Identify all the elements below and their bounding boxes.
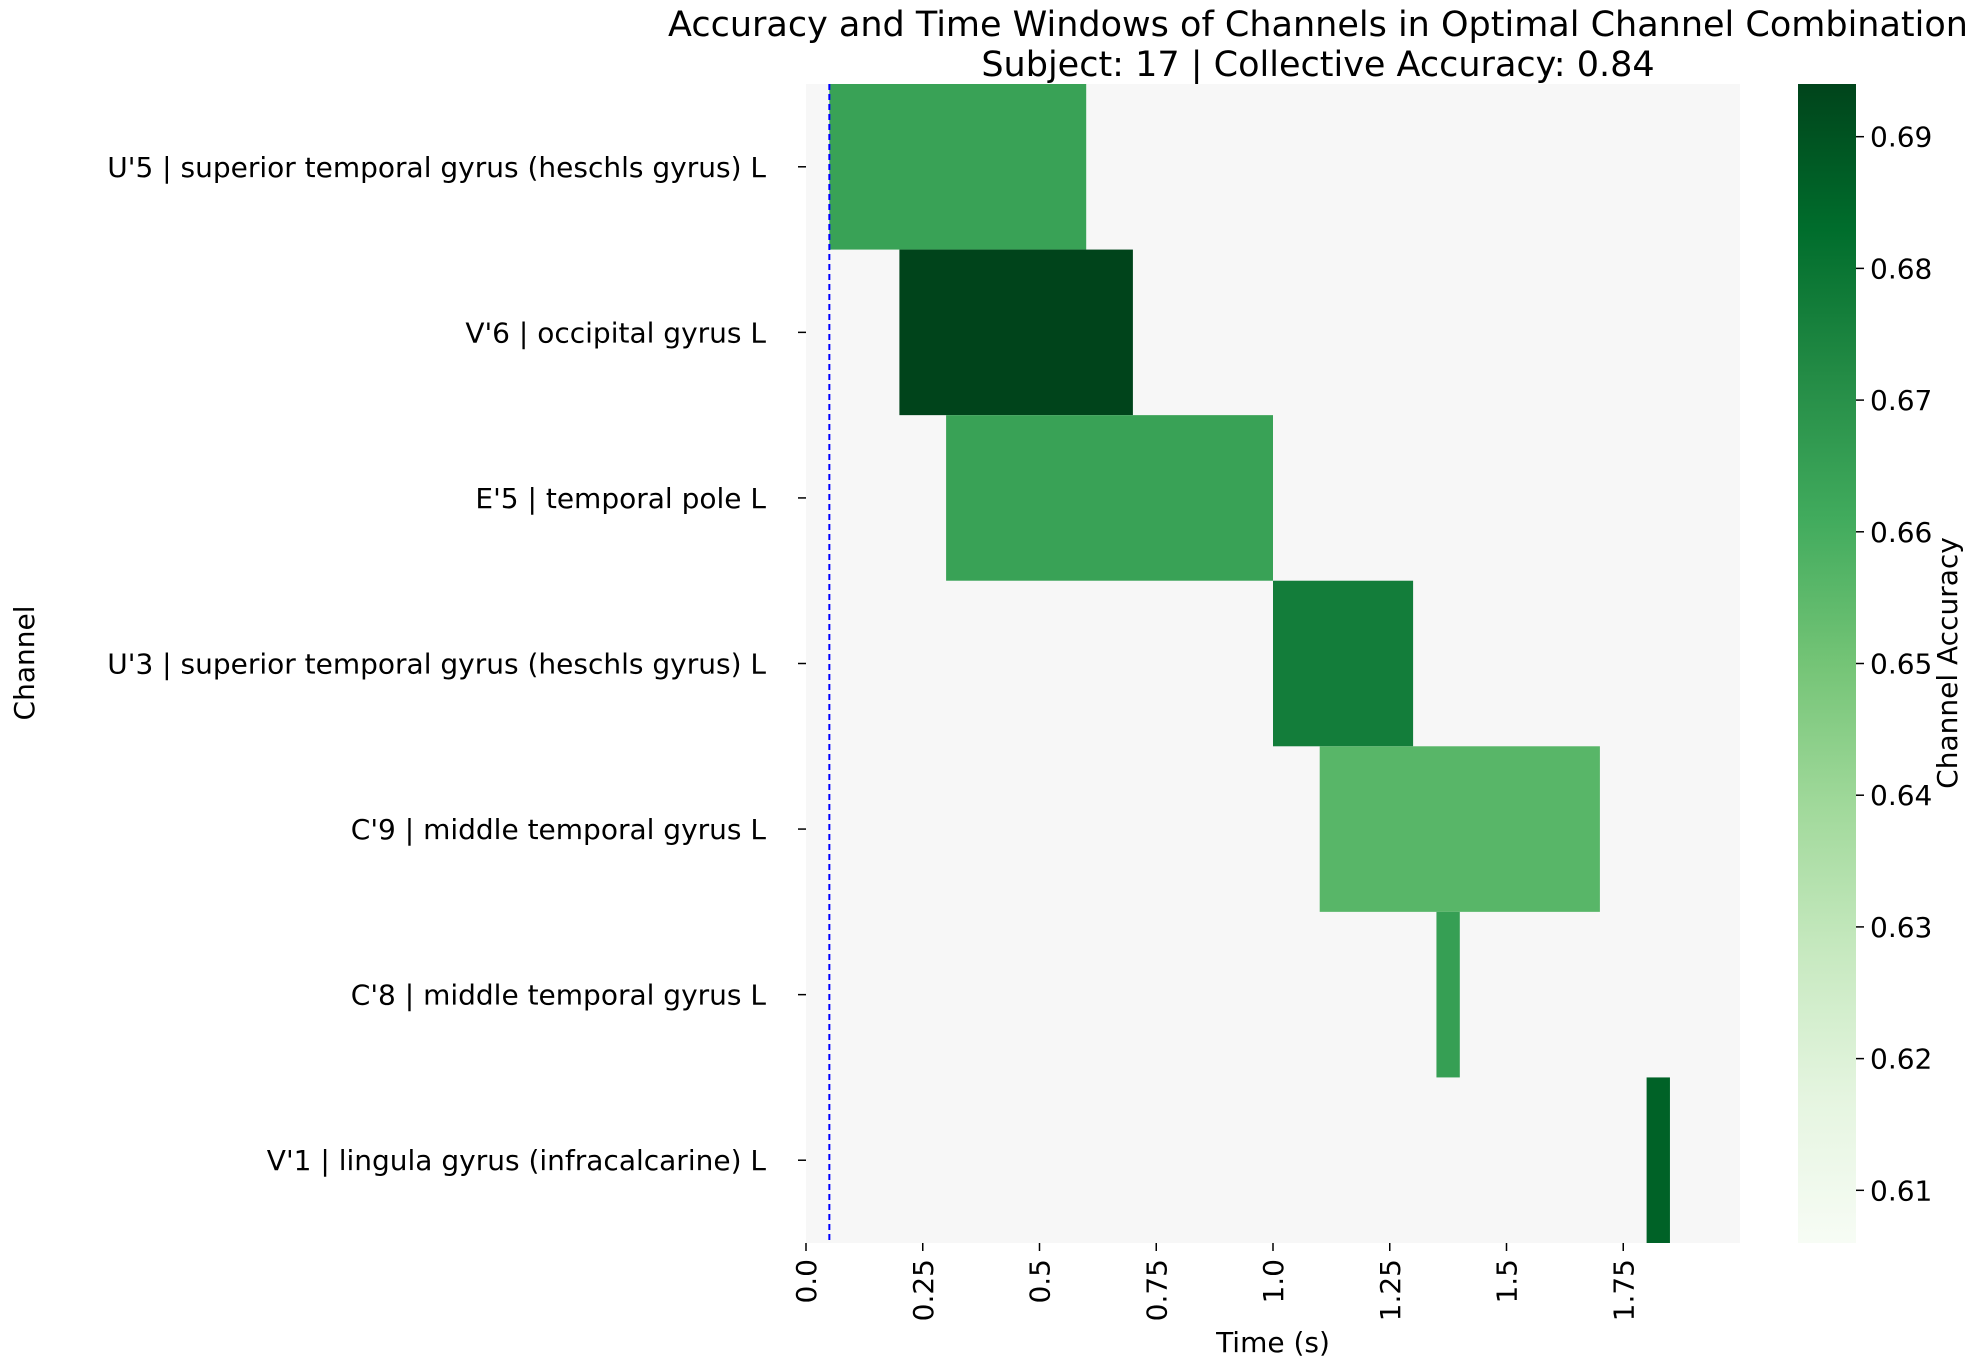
- heatmap-cell: [1436, 911, 1460, 1078]
- heatmap-cell: [946, 415, 1273, 581]
- heatmap-cell: [899, 249, 1133, 416]
- colorbar-tick-label: 0.63: [1870, 911, 1932, 944]
- y-tick-label: U'3 | superior temporal gyrus (heschls g…: [107, 648, 766, 681]
- x-axis-label: Time (s): [1215, 1326, 1330, 1359]
- colorbar-tick-label: 0.66: [1870, 516, 1932, 549]
- y-tick-label: C'8 | middle temporal gyrus L: [351, 979, 767, 1012]
- x-tick-label: 0.25: [907, 1259, 940, 1321]
- x-tick-label: 0.75: [1140, 1259, 1173, 1321]
- chart-title: Accuracy and Time Windows of Channels in…: [668, 5, 1968, 45]
- y-tick-label: V'1 | lingula gyrus (infracalcarine) L: [267, 1144, 767, 1177]
- colorbar-label: Channel Accuracy: [1931, 537, 1964, 789]
- x-tick-label: 0.0: [790, 1259, 823, 1304]
- heatmap-cell: [1646, 1077, 1670, 1243]
- colorbar-tick-label: 0.68: [1870, 252, 1932, 285]
- y-tick-label: C'9 | middle temporal gyrus L: [351, 813, 767, 846]
- heatmap-cell: [1319, 746, 1600, 912]
- colorbar-tick-label: 0.65: [1870, 648, 1932, 681]
- y-axis-label: Channel: [8, 606, 41, 721]
- chart-subtitle: Subject: 17 | Collective Accuracy: 0.84: [981, 45, 1654, 85]
- heatmap-cell: [1273, 580, 1414, 747]
- colorbar-tick-label: 0.67: [1870, 384, 1932, 417]
- colorbar-tick-label: 0.62: [1870, 1043, 1932, 1076]
- colorbar: [1798, 84, 1856, 1243]
- x-tick-label: 1.0: [1257, 1259, 1290, 1304]
- y-tick-label: U'5 | superior temporal gyrus (heschls g…: [107, 151, 766, 184]
- x-tick-label: 0.5: [1024, 1259, 1057, 1304]
- x-tick-label: 1.5: [1491, 1259, 1524, 1304]
- y-tick-label: E'5 | temporal pole L: [475, 482, 766, 515]
- colorbar-tick-label: 0.61: [1870, 1174, 1932, 1207]
- x-tick-label: 1.25: [1374, 1259, 1407, 1321]
- colorbar-tick-label: 0.64: [1870, 779, 1932, 812]
- y-tick-label: V'6 | occipital gyrus L: [465, 316, 766, 349]
- colorbar-tick-label: 0.69: [1870, 121, 1932, 154]
- x-tick-label: 1.75: [1607, 1259, 1640, 1321]
- heatmap-cell: [829, 84, 1087, 250]
